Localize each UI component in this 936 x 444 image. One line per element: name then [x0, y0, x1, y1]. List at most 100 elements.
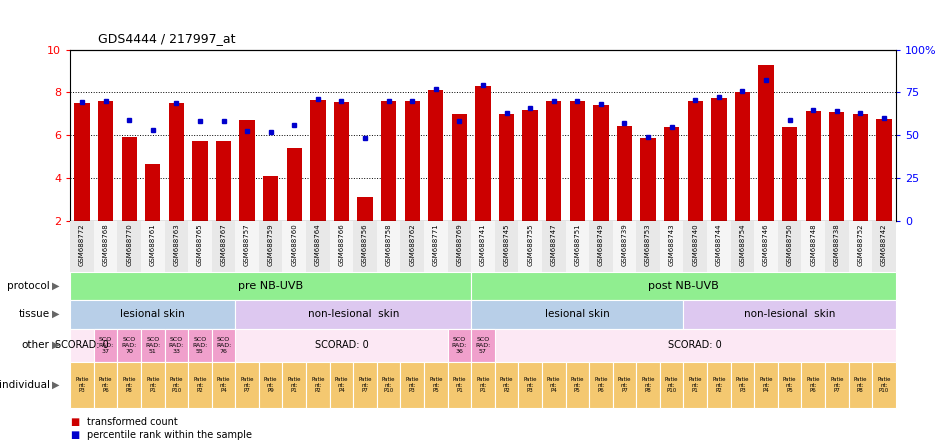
- Text: SCO
RAD:
55: SCO RAD: 55: [192, 337, 208, 353]
- Text: Patie
nt:
P6: Patie nt: P6: [594, 377, 607, 393]
- Bar: [165, 221, 188, 272]
- Text: Patie
nt:
P10: Patie nt: P10: [665, 377, 679, 393]
- Text: Patie
nt:
P9: Patie nt: P9: [264, 377, 277, 393]
- Text: percentile rank within the sample: percentile rank within the sample: [87, 430, 252, 440]
- Text: GSM688754: GSM688754: [739, 223, 745, 266]
- Text: GSM688764: GSM688764: [314, 223, 321, 266]
- Bar: [404, 101, 420, 221]
- Text: Patie
nt:
P7: Patie nt: P7: [358, 377, 372, 393]
- Bar: [872, 221, 896, 272]
- Text: ▶: ▶: [52, 340, 60, 350]
- Bar: [358, 197, 373, 221]
- Text: GSM688738: GSM688738: [834, 223, 840, 266]
- Text: GDS4444 / 217997_at: GDS4444 / 217997_at: [98, 32, 236, 45]
- Bar: [801, 221, 825, 272]
- Text: Patie
nt:
P4: Patie nt: P4: [759, 377, 773, 393]
- Text: GSM688745: GSM688745: [504, 223, 509, 266]
- Text: transformed count: transformed count: [87, 417, 178, 427]
- Text: GSM688761: GSM688761: [150, 223, 155, 266]
- Text: ▶: ▶: [52, 281, 60, 291]
- Bar: [754, 221, 778, 272]
- Text: individual: individual: [0, 380, 50, 390]
- Bar: [306, 221, 329, 272]
- Bar: [310, 100, 326, 221]
- Text: ▶: ▶: [52, 380, 60, 390]
- Bar: [447, 221, 471, 272]
- Text: Patie
nt:
P2: Patie nt: P2: [500, 377, 513, 393]
- Bar: [565, 221, 589, 272]
- Text: Patie
nt:
P3: Patie nt: P3: [523, 377, 537, 393]
- Bar: [829, 112, 844, 221]
- Text: SCO
RAD:
37: SCO RAD: 37: [98, 337, 113, 353]
- Text: SCO
RAD:
36: SCO RAD: 36: [452, 337, 467, 353]
- Bar: [522, 110, 538, 221]
- Text: pre NB-UVB: pre NB-UVB: [238, 281, 303, 291]
- Text: Patie
nt:
P6: Patie nt: P6: [99, 377, 112, 393]
- Bar: [424, 221, 447, 272]
- Text: GSM688748: GSM688748: [811, 223, 816, 266]
- Bar: [806, 111, 821, 221]
- Text: Patie
nt:
P3: Patie nt: P3: [405, 377, 419, 393]
- Text: Patie
nt:
P2: Patie nt: P2: [311, 377, 325, 393]
- Text: GSM688747: GSM688747: [550, 223, 557, 266]
- Text: Patie
nt:
P8: Patie nt: P8: [123, 377, 136, 393]
- Text: ▶: ▶: [52, 309, 60, 319]
- Bar: [263, 176, 278, 221]
- Text: Patie
nt:
P5: Patie nt: P5: [571, 377, 584, 393]
- Text: Patie
nt:
P10: Patie nt: P10: [382, 377, 395, 393]
- Text: Patie
nt:
P8: Patie nt: P8: [641, 377, 655, 393]
- Bar: [782, 127, 797, 221]
- Text: SCO
RAD:
70: SCO RAD: 70: [122, 337, 137, 353]
- Bar: [259, 221, 283, 272]
- Text: GSM688762: GSM688762: [409, 223, 416, 266]
- Bar: [471, 221, 495, 272]
- Text: GSM688768: GSM688768: [103, 223, 109, 266]
- Text: other: other: [22, 340, 50, 350]
- Bar: [735, 92, 750, 221]
- Bar: [613, 221, 636, 272]
- Text: GSM688760: GSM688760: [291, 223, 298, 266]
- Bar: [122, 137, 137, 221]
- Bar: [542, 221, 565, 272]
- Text: Patie
nt:
P1: Patie nt: P1: [287, 377, 301, 393]
- Text: SCORAD: 0: SCORAD: 0: [314, 340, 369, 350]
- Bar: [711, 98, 726, 221]
- Text: SCO
RAD:
76: SCO RAD: 76: [216, 337, 231, 353]
- Bar: [74, 103, 90, 221]
- Text: GSM688770: GSM688770: [126, 223, 132, 266]
- Bar: [731, 221, 754, 272]
- Text: GSM688758: GSM688758: [386, 223, 391, 266]
- Bar: [617, 126, 632, 221]
- Bar: [640, 139, 656, 221]
- Text: Patie
nt:
P10: Patie nt: P10: [169, 377, 183, 393]
- Bar: [519, 221, 542, 272]
- Text: GSM688751: GSM688751: [575, 223, 580, 266]
- Text: Patie
nt:
P2: Patie nt: P2: [712, 377, 725, 393]
- Bar: [401, 221, 424, 272]
- Text: GSM688763: GSM688763: [173, 223, 180, 266]
- Bar: [452, 114, 467, 221]
- Text: GSM688766: GSM688766: [339, 223, 344, 266]
- Bar: [589, 221, 613, 272]
- Bar: [381, 101, 396, 221]
- Text: GSM688771: GSM688771: [432, 223, 439, 266]
- Bar: [758, 65, 774, 221]
- Bar: [570, 101, 585, 221]
- Text: GSM688767: GSM688767: [221, 223, 227, 266]
- Text: GSM688757: GSM688757: [244, 223, 250, 266]
- Text: GSM688753: GSM688753: [645, 223, 651, 266]
- Text: Patie
nt:
P5: Patie nt: P5: [782, 377, 797, 393]
- Bar: [825, 221, 849, 272]
- Text: GSM688752: GSM688752: [857, 223, 863, 266]
- Bar: [660, 221, 683, 272]
- Bar: [688, 101, 703, 221]
- Bar: [664, 127, 680, 221]
- Bar: [188, 221, 212, 272]
- Bar: [117, 221, 141, 272]
- Bar: [849, 221, 872, 272]
- Bar: [876, 119, 892, 221]
- Text: Patie
nt:
P7: Patie nt: P7: [830, 377, 843, 393]
- Text: non-lesional  skin: non-lesional skin: [308, 309, 399, 319]
- Text: GSM688742: GSM688742: [881, 223, 887, 266]
- Text: Patie
nt:
P2: Patie nt: P2: [193, 377, 207, 393]
